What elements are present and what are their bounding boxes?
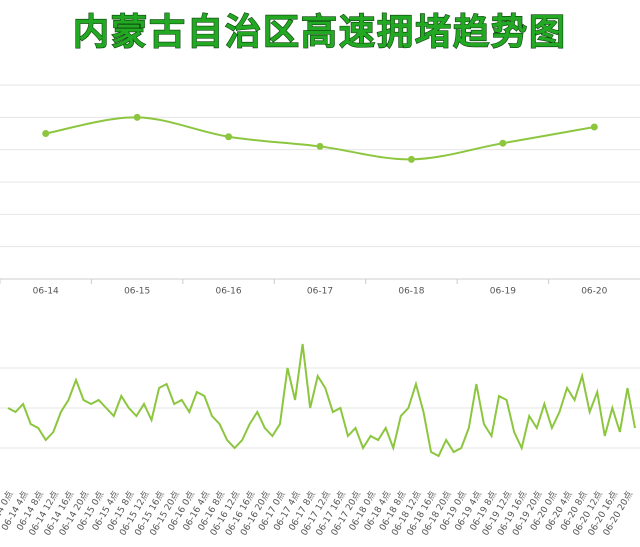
x-tick-label: 06-20	[581, 287, 607, 297]
point	[499, 139, 507, 147]
line	[45, 116, 595, 161]
line	[7, 343, 636, 458]
point	[42, 130, 50, 137]
point	[590, 123, 598, 131]
x-tick-label: 06-16	[215, 287, 241, 297]
point	[407, 155, 415, 163]
point	[225, 133, 233, 141]
x-tick-label: 06-17	[307, 287, 333, 297]
page-title: 内蒙古自治区高速拥堵趋势图	[73, 12, 567, 53]
point	[133, 113, 141, 121]
x-tick-label: 06-19	[490, 287, 516, 297]
x-tick-label: 06-18	[398, 287, 424, 297]
x-tick-label: 06-14	[33, 287, 59, 297]
point	[316, 142, 324, 150]
x-tick-label: 06-15	[124, 287, 150, 297]
